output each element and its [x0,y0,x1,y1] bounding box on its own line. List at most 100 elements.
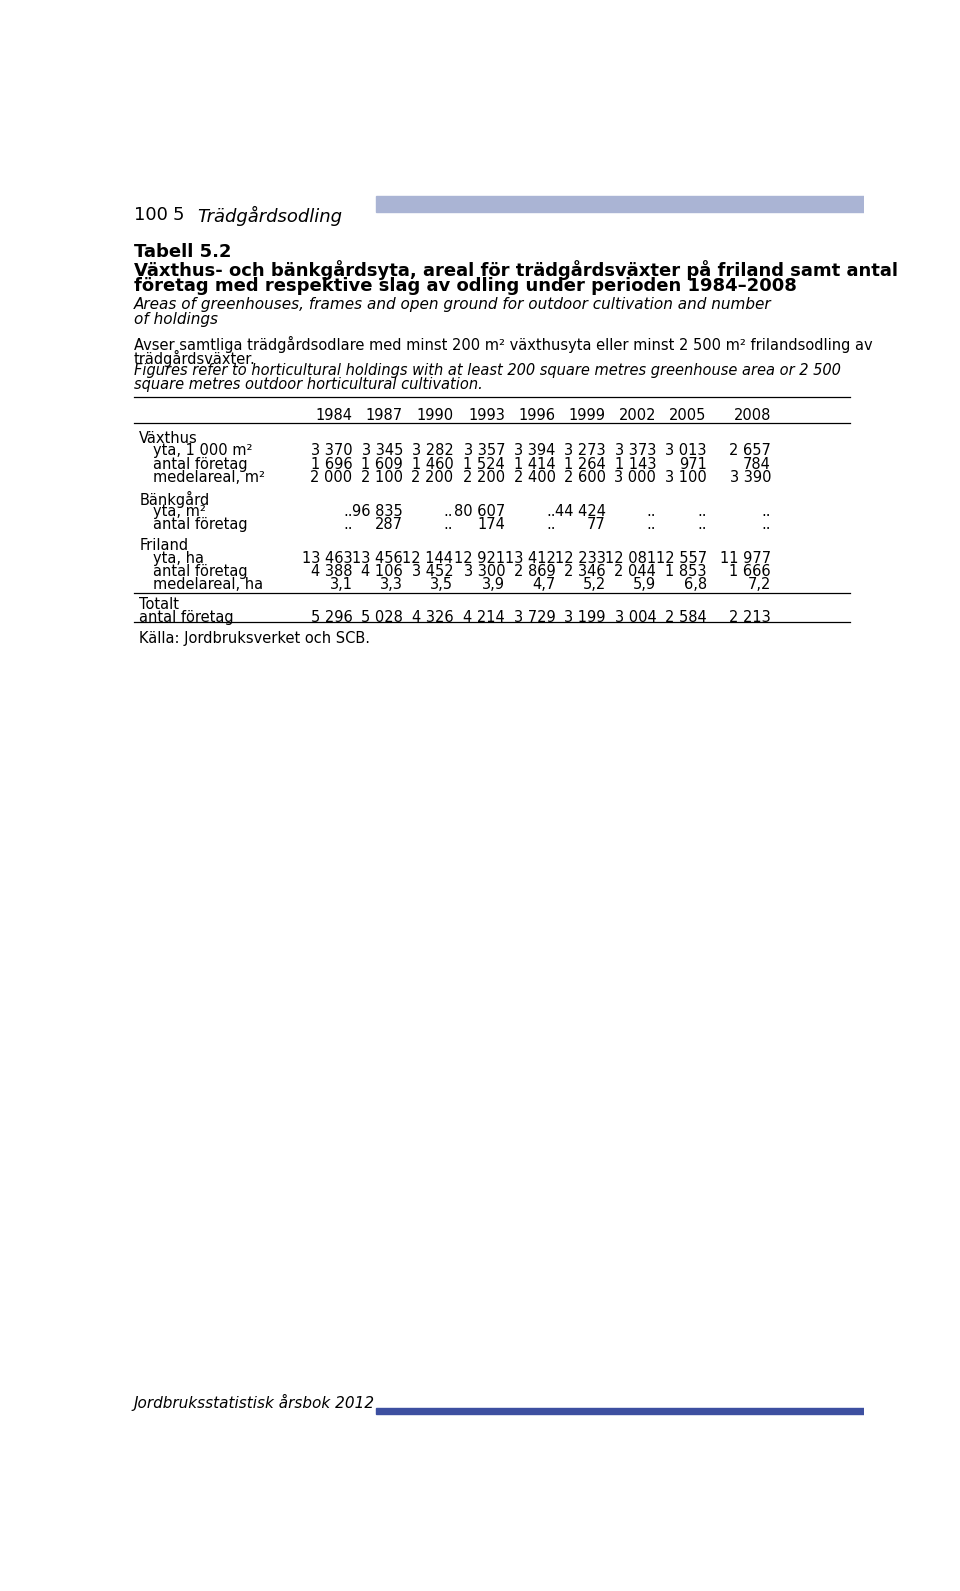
Text: of holdings: of holdings [134,312,218,326]
Text: Växthus: Växthus [139,431,198,445]
Text: 971: 971 [679,457,707,471]
Text: 5,9: 5,9 [634,576,657,592]
Text: 12 233: 12 233 [555,550,606,565]
Text: 1990: 1990 [416,407,453,423]
Text: yta, 1 000 m²: yta, 1 000 m² [153,444,252,458]
Text: 2 044: 2 044 [614,563,657,579]
Text: 3 004: 3 004 [614,609,657,625]
Text: 2 400: 2 400 [514,469,556,485]
Text: Växthus- och bänkgårdsyta, areal för trädgårdsväxter på friland samt antal: Växthus- och bänkgårdsyta, areal för trä… [134,261,898,280]
Text: square metres outdoor horticultural cultivation.: square metres outdoor horticultural cult… [134,377,483,393]
Text: 3 345: 3 345 [362,444,403,458]
Text: 4 388: 4 388 [311,563,352,579]
Text: 1999: 1999 [569,407,606,423]
Text: ..: .. [647,517,657,531]
Text: medelareal, ha: medelareal, ha [153,576,263,592]
Bar [375,196,864,213]
Text: 3 013: 3 013 [665,444,707,458]
Text: Tabell 5.2: Tabell 5.2 [134,243,231,261]
Text: Källa: Jordbruksverket och SCB.: Källa: Jordbruksverket och SCB. [139,632,371,646]
Text: 2 657: 2 657 [730,444,771,458]
Text: ..: .. [761,503,771,519]
Text: 2 213: 2 213 [730,609,771,625]
Text: antal företag: antal företag [153,457,247,471]
Bar [375,1408,864,1414]
Text: antal företag: antal företag [153,517,247,531]
Text: 13 412: 13 412 [505,550,556,565]
Text: 1 853: 1 853 [665,563,707,579]
Text: 2 584: 2 584 [665,609,707,625]
Text: 2 100: 2 100 [361,469,403,485]
Text: 11 977: 11 977 [720,550,771,565]
Text: 1 666: 1 666 [730,563,771,579]
Text: 1993: 1993 [468,407,505,423]
Text: 3 394: 3 394 [515,444,556,458]
Text: 1 264: 1 264 [564,457,606,471]
Text: 3,1: 3,1 [329,576,352,592]
Text: 12 081: 12 081 [605,550,657,565]
Text: 44 424: 44 424 [555,503,606,519]
Text: 2 346: 2 346 [564,563,606,579]
Text: ..: .. [697,503,707,519]
Text: 100: 100 [134,207,168,224]
Text: 13 463: 13 463 [301,550,352,565]
Text: 12 921: 12 921 [454,550,505,565]
Text: Bänkgård: Bänkgård [139,492,209,508]
Text: 5 028: 5 028 [361,609,403,625]
Text: 3 390: 3 390 [730,469,771,485]
Text: 6,8: 6,8 [684,576,707,592]
Text: 2 869: 2 869 [514,563,556,579]
Text: 13 456: 13 456 [352,550,403,565]
Text: 1984: 1984 [316,407,352,423]
Text: ..: .. [761,517,771,531]
Text: 2 200: 2 200 [411,469,453,485]
Text: ..: .. [546,517,556,531]
Text: 3 000: 3 000 [614,469,657,485]
Text: ..: .. [343,503,352,519]
Text: 3 452: 3 452 [412,563,453,579]
Text: 5,2: 5,2 [583,576,606,592]
Text: 1996: 1996 [518,407,556,423]
Text: 2 200: 2 200 [463,469,505,485]
Text: ..: .. [647,503,657,519]
Text: 12 144: 12 144 [402,550,453,565]
Text: 3 282: 3 282 [412,444,453,458]
Text: Friland: Friland [139,538,188,554]
Text: 1987: 1987 [366,407,403,423]
Text: yta, m²: yta, m² [153,503,205,519]
Text: 1 143: 1 143 [614,457,657,471]
Text: antal företag: antal företag [153,563,247,579]
Text: antal företag: antal företag [139,609,234,625]
Text: ..: .. [444,503,453,519]
Text: företag med respektive slag av odling under perioden 1984–2008: företag med respektive slag av odling un… [134,277,797,296]
Text: 3 300: 3 300 [464,563,505,579]
Text: 3,9: 3,9 [482,576,505,592]
Text: 3 199: 3 199 [564,609,606,625]
Text: 287: 287 [374,517,403,531]
Text: 174: 174 [477,517,505,531]
Text: 3 729: 3 729 [514,609,556,625]
Text: 77: 77 [588,517,606,531]
Text: 5: 5 [173,207,184,224]
Text: 3 273: 3 273 [564,444,606,458]
Text: 1 460: 1 460 [412,457,453,471]
Text: 1 524: 1 524 [464,457,505,471]
Text: 3 357: 3 357 [464,444,505,458]
Text: 80 607: 80 607 [454,503,505,519]
Text: 2 600: 2 600 [564,469,606,485]
Text: 3 100: 3 100 [665,469,707,485]
Text: 3,5: 3,5 [430,576,453,592]
Text: 784: 784 [743,457,771,471]
Text: Avser samtliga trädgårdsodlare med minst 200 m² växthusyta eller minst 2 500 m² : Avser samtliga trädgårdsodlare med minst… [134,336,873,353]
Text: 2005: 2005 [669,407,707,423]
Text: 96 835: 96 835 [352,503,403,519]
Text: 2002: 2002 [619,407,657,423]
Text: 2 000: 2 000 [310,469,352,485]
Text: Areas of greenhouses, frames and open ground for outdoor cultivation and number: Areas of greenhouses, frames and open gr… [134,298,772,312]
Text: ..: .. [546,503,556,519]
Text: 4 106: 4 106 [361,563,403,579]
Text: ..: .. [444,517,453,531]
Text: Figures refer to horticultural holdings with at least 200 square metres greenhou: Figures refer to horticultural holdings … [134,363,841,379]
Text: 2008: 2008 [733,407,771,423]
Text: trädgårdsväxter.: trädgårdsväxter. [134,350,255,366]
